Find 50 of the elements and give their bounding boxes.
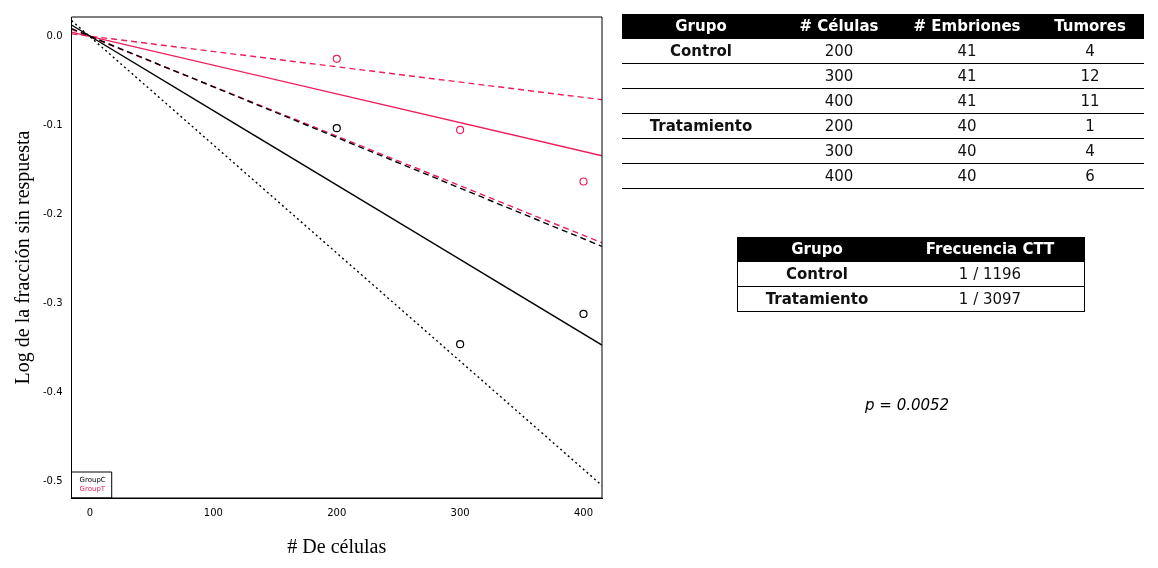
x-tick-label: 200 xyxy=(327,506,347,518)
text: 1 xyxy=(1084,116,1096,137)
text: Frecuencia CTT xyxy=(924,239,1056,260)
text: 1 / 1196 xyxy=(957,264,1023,285)
text: 300 xyxy=(823,66,855,87)
y-tick-label: -0.2 xyxy=(43,207,63,219)
text: 41 xyxy=(956,66,978,87)
text: 40 xyxy=(956,141,978,162)
x-tick-label: 400 xyxy=(573,506,594,518)
y-tick-label: -0.3 xyxy=(43,296,63,308)
text: 41 xyxy=(956,91,978,112)
text: Tumores xyxy=(1053,16,1127,37)
text: 11 xyxy=(1079,91,1101,112)
text: # Embriones xyxy=(912,16,1022,37)
y-tick-label: 0.0 xyxy=(46,30,63,42)
point xyxy=(579,177,588,186)
text: 200 xyxy=(823,116,855,137)
text: 40 xyxy=(956,116,978,137)
text: Tratamiento xyxy=(648,116,754,137)
y-tick-label: -0.1 xyxy=(43,119,63,131)
text: Grupo xyxy=(790,239,844,260)
text: Control xyxy=(669,41,733,62)
text: 41 xyxy=(956,41,978,62)
y-tick-label: -0.4 xyxy=(43,385,63,397)
text: Grupo xyxy=(674,16,728,37)
text: 200 xyxy=(823,41,855,62)
text: p = 0.0052 xyxy=(865,396,951,414)
text: 400 xyxy=(823,91,855,112)
point xyxy=(456,340,465,349)
text: 4 xyxy=(1084,141,1096,162)
text: # Células xyxy=(798,16,880,37)
text: 400 xyxy=(823,166,855,187)
text: 12 xyxy=(1079,66,1101,87)
x-axis-title: # De células xyxy=(287,535,387,558)
x-tick-label: 300 xyxy=(450,506,470,518)
text: 4 xyxy=(1084,41,1096,62)
point xyxy=(332,124,341,133)
point xyxy=(456,125,465,135)
y-axis-title: Log de la fracción sin respuesta xyxy=(11,130,35,385)
text: 40 xyxy=(956,166,978,187)
x-tick-label: 0 xyxy=(86,506,94,518)
text: 1 / 3097 xyxy=(957,289,1023,310)
point xyxy=(332,54,341,63)
text: Control xyxy=(785,264,849,285)
text: 300 xyxy=(823,141,855,162)
x-tick-label: 100 xyxy=(203,506,223,518)
text: Tratamiento xyxy=(764,289,870,310)
text: 6 xyxy=(1084,166,1096,187)
point xyxy=(579,309,588,319)
y-tick-label: -0.5 xyxy=(43,474,63,486)
